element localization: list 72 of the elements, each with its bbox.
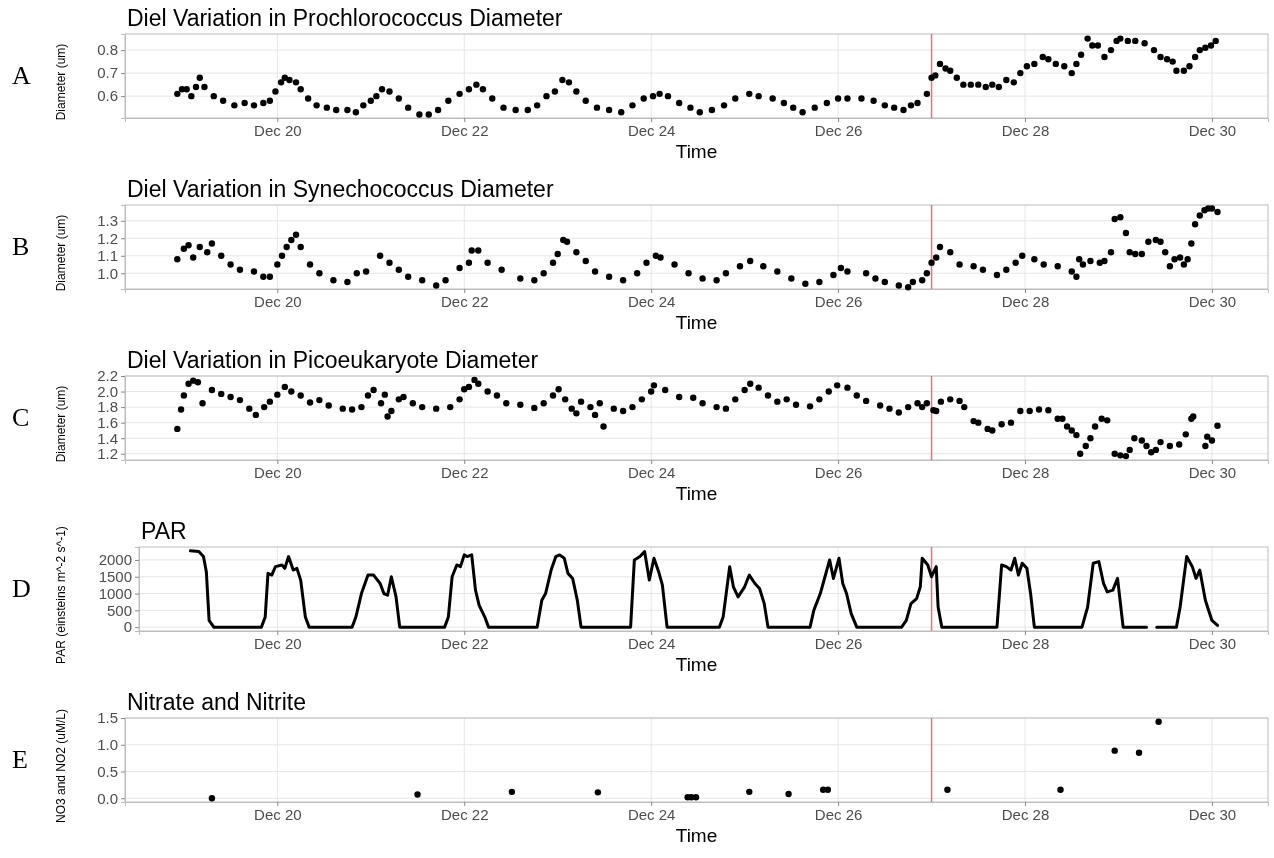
y-tick-label: 0.0 bbox=[97, 789, 118, 807]
y-tick-label: 1.3 bbox=[97, 212, 118, 230]
text: A bbox=[12, 61, 31, 90]
y-tick-label: 1.6 bbox=[97, 413, 118, 431]
y-axis-title: Diameter (um) bbox=[54, 385, 68, 463]
x-tick-label: Dec 20 bbox=[254, 463, 302, 481]
y-axis-title: NO3 and NO2 (uM/L) bbox=[54, 708, 68, 824]
x-tick-label: Dec 22 bbox=[440, 805, 489, 823]
y-tick-label: 1.2 bbox=[97, 445, 118, 463]
x-tick-label: Dec 20 bbox=[254, 805, 302, 823]
y-tick-label: 0.7 bbox=[97, 64, 118, 82]
x-axis-title: Time bbox=[675, 312, 718, 333]
y-tick-label: 1.8 bbox=[97, 398, 118, 416]
x-axis-title: Time bbox=[675, 654, 718, 675]
text: C bbox=[12, 403, 30, 432]
x-tick-label: Dec 26 bbox=[814, 805, 863, 823]
text: E bbox=[12, 745, 28, 774]
y-tick-label: 0.5 bbox=[97, 762, 118, 780]
x-tick-label: Dec 24 bbox=[627, 463, 676, 481]
x-tick-label: Dec 30 bbox=[1188, 292, 1237, 310]
chart-title: Diel Variation in Prochlorococcus Diameter bbox=[127, 5, 563, 31]
x-tick-label: Dec 22 bbox=[440, 634, 489, 652]
x-tick-label: Dec 30 bbox=[1188, 805, 1237, 823]
x-tick-label: Dec 24 bbox=[627, 121, 676, 139]
y-tick-label: 1.0 bbox=[97, 264, 118, 282]
chart-title: Diel Variation in Picoeukaryote Diameter bbox=[127, 347, 539, 373]
x-tick-label: Dec 20 bbox=[254, 292, 302, 310]
x-tick-label: Dec 26 bbox=[814, 634, 863, 652]
x-tick-label: Dec 30 bbox=[1188, 634, 1237, 652]
chart-title: Diel Variation in Synechococcus Diameter bbox=[127, 176, 554, 202]
x-axis-title: Time bbox=[675, 483, 718, 504]
y-tick-label: 1.0 bbox=[97, 736, 118, 754]
text: D bbox=[12, 574, 31, 603]
y-tick-label: 0 bbox=[123, 618, 133, 636]
x-tick-label: Dec 30 bbox=[1188, 121, 1237, 139]
x-tick-label: Dec 24 bbox=[627, 292, 676, 310]
x-tick-label: Dec 24 bbox=[627, 634, 676, 652]
x-tick-label: Dec 22 bbox=[440, 292, 489, 310]
y-tick-label: 500 bbox=[106, 601, 133, 619]
x-tick-label: Dec 22 bbox=[440, 463, 489, 481]
x-tick-label: Dec 22 bbox=[440, 121, 489, 139]
x-tick-label: Dec 20 bbox=[254, 634, 302, 652]
x-axis-title: Time bbox=[675, 825, 718, 846]
y-tick-label: 2.2 bbox=[97, 367, 118, 385]
x-tick-label: Dec 26 bbox=[814, 463, 863, 481]
x-tick-label: Dec 28 bbox=[1001, 292, 1050, 310]
x-tick-label: Dec 26 bbox=[814, 121, 863, 139]
y-axis-title: PAR (einsteins m^-2 s^-1) bbox=[54, 526, 68, 664]
x-axis-title: Time bbox=[675, 141, 718, 162]
y-tick-label: 1.5 bbox=[97, 709, 118, 727]
x-tick-label: Dec 24 bbox=[627, 805, 676, 823]
x-tick-label: Dec 28 bbox=[1001, 463, 1050, 481]
y-tick-label: 1000 bbox=[98, 584, 133, 602]
x-tick-label: Dec 28 bbox=[1001, 805, 1050, 823]
x-tick-label: Dec 28 bbox=[1001, 634, 1050, 652]
y-axis-title: Diameter (um) bbox=[54, 43, 68, 121]
y-tick-label: 2.0 bbox=[97, 382, 118, 400]
chart-title: Nitrate and Nitrite bbox=[127, 689, 306, 715]
y-tick-label: 1.1 bbox=[97, 247, 118, 265]
y-axis-title: Diameter (um) bbox=[54, 214, 68, 292]
x-tick-label: Dec 28 bbox=[1001, 121, 1050, 139]
y-tick-label: 2000 bbox=[98, 551, 133, 569]
chart-title: PAR bbox=[141, 518, 187, 544]
y-tick-label: 1500 bbox=[98, 568, 133, 586]
y-tick-label: 1.2 bbox=[97, 229, 118, 247]
y-tick-label: 0.6 bbox=[97, 87, 118, 105]
x-tick-label: Dec 30 bbox=[1188, 463, 1237, 481]
y-tick-label: 1.4 bbox=[97, 429, 118, 447]
text: B bbox=[12, 232, 30, 261]
x-tick-label: Dec 26 bbox=[814, 292, 863, 310]
y-tick-label: 0.8 bbox=[97, 41, 118, 59]
x-tick-label: Dec 20 bbox=[254, 121, 302, 139]
